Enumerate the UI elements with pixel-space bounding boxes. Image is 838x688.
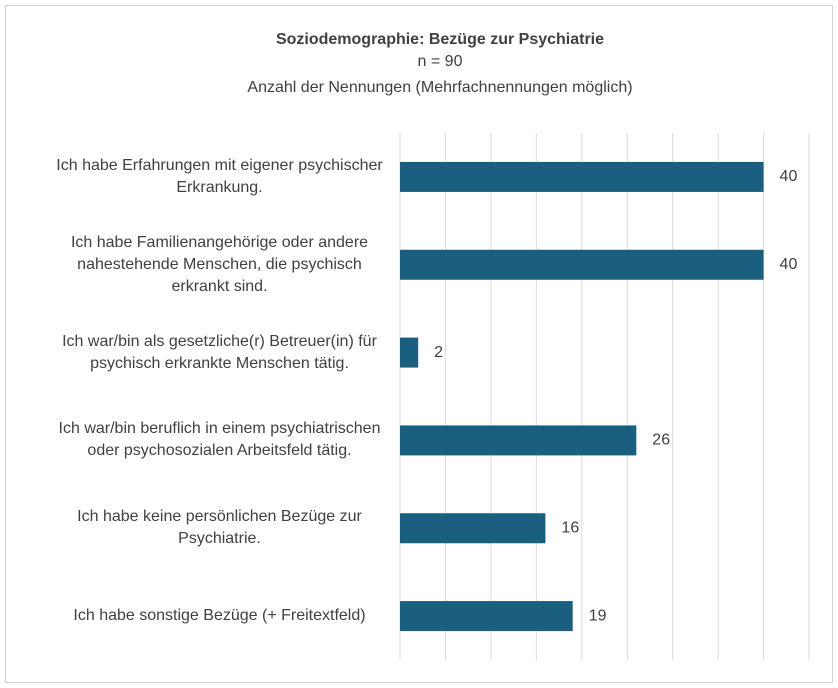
category-label: Ich habe sonstige Bezüge (+ Freitextfeld…	[73, 607, 366, 625]
category-label: Ich habe keine persönlichen Bezüge zur P…	[77, 508, 362, 548]
bar	[400, 513, 546, 544]
category-label: Ich habe Familienangehörige oder andere …	[70, 233, 369, 295]
value-label: 2	[434, 344, 443, 361]
value-label: 26	[652, 432, 670, 449]
value-label: 19	[589, 607, 607, 624]
category-label: Ich war/bin als gesetzliche(r) Betreuer(…	[62, 332, 377, 372]
chart-title: Soziodemographie: Bezüge zur Psychiatrie	[276, 31, 604, 48]
category-label: Ich habe Erfahrungen mit eigener psychis…	[56, 156, 383, 196]
bar	[400, 601, 573, 632]
category-label: Ich war/bin beruflich in einem psychiatr…	[58, 420, 381, 460]
bar	[400, 337, 419, 368]
bar	[400, 425, 637, 456]
chart-subtitle: Anzahl der Nennungen (Mehrfachnennungen …	[247, 79, 632, 96]
bar	[400, 249, 764, 280]
value-label: 40	[780, 168, 798, 185]
bar	[400, 161, 764, 192]
value-label: 40	[780, 256, 798, 273]
chart-subtitle: n = 90	[418, 53, 463, 70]
chart-border	[5, 5, 833, 683]
value-label: 16	[561, 519, 579, 536]
